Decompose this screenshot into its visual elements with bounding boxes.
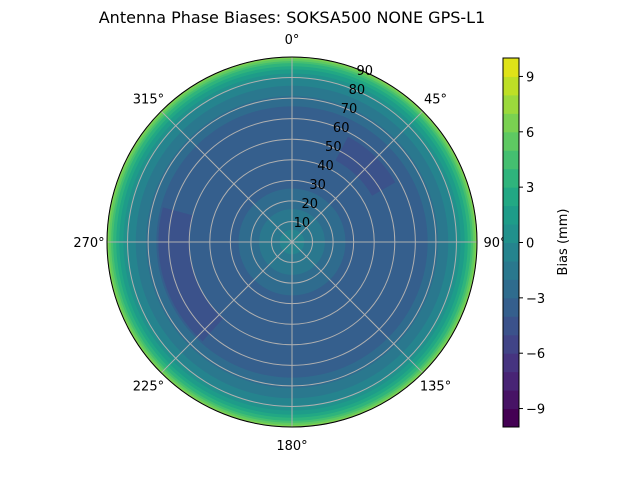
colorbar-tick-label: −6 xyxy=(526,347,545,362)
polar-frame xyxy=(106,56,478,428)
colorbar-tick-label: 6 xyxy=(526,126,534,141)
radial-tick-label: 30 xyxy=(309,178,326,193)
colorbar-segment xyxy=(503,316,519,336)
radial-tick-label: 60 xyxy=(333,121,350,136)
angle-tick-label: 90° xyxy=(483,236,506,251)
polar-plot: 1020304050607080900°45°90°135°180°225°27… xyxy=(73,33,506,454)
radial-tick-label: 50 xyxy=(325,140,342,155)
colorbar-segment xyxy=(503,131,519,151)
colorbar-tick-label: 3 xyxy=(526,181,534,196)
radial-tick-label: 40 xyxy=(317,159,334,174)
angle-tick-label: 225° xyxy=(133,380,164,395)
colorbar-segment xyxy=(503,371,519,391)
colorbar-tick-label: 0 xyxy=(526,237,534,252)
colorbar-segment xyxy=(503,94,519,114)
colorbar-segment xyxy=(503,260,519,280)
radial-tick-label: 80 xyxy=(349,83,366,98)
colorbar-tick-label: −9 xyxy=(526,403,545,418)
colorbar-segment xyxy=(503,113,519,133)
colorbar-segment xyxy=(503,297,519,317)
colorbar-segment xyxy=(503,279,519,299)
colorbar-tick-label: −3 xyxy=(526,292,545,307)
contour-minimum xyxy=(335,136,396,196)
contour-minimum xyxy=(158,207,224,342)
angular-gridline xyxy=(160,110,293,243)
colorbar-segment xyxy=(503,334,519,354)
colorbar-segment xyxy=(503,168,519,188)
angular-gridline xyxy=(291,110,424,243)
colorbar-segment xyxy=(503,187,519,207)
colorbar-segment xyxy=(503,353,519,373)
radial-tick-label: 70 xyxy=(341,102,358,117)
colorbar-label: Bias (mm) xyxy=(556,209,571,276)
radial-tick-label: 20 xyxy=(301,197,318,212)
angular-gridline xyxy=(160,241,293,374)
colorbar-segment xyxy=(503,224,519,243)
colorbar-segment xyxy=(503,408,519,428)
angle-tick-label: 45° xyxy=(424,92,447,107)
colorbar: 9 6 3 0 −3 −6 −9 xyxy=(502,57,545,428)
angular-gridline xyxy=(291,241,424,374)
angle-tick-label: 270° xyxy=(73,236,104,251)
colorbar-tick-label: 9 xyxy=(526,70,534,85)
colorbar-segment xyxy=(503,150,519,170)
colorbar-segment xyxy=(503,58,519,77)
angle-tick-label: 180° xyxy=(276,439,307,454)
angle-tick-label: 315° xyxy=(133,92,164,107)
colorbar-segment xyxy=(503,205,519,225)
chart-title: Antenna Phase Biases: SOKSA500 NONE GPS-… xyxy=(99,8,486,27)
angle-tick-label: 0° xyxy=(285,33,300,48)
colorbar-segment xyxy=(503,76,519,96)
colorbar-segment xyxy=(503,390,519,410)
angle-tick-label: 135° xyxy=(420,380,451,395)
colorbar-segment xyxy=(503,242,519,262)
radial-tick-label: 10 xyxy=(294,216,311,231)
